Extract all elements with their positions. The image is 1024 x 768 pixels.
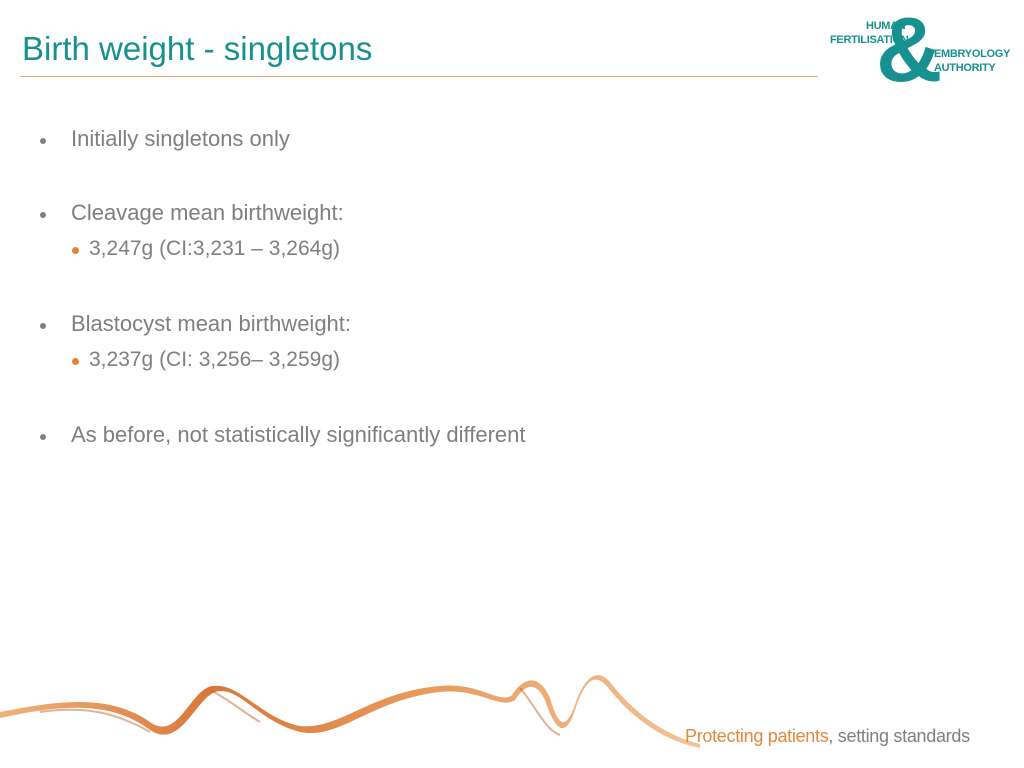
tagline-emphasis: Protecting patients	[685, 726, 829, 746]
bullet-text: Initially singletons only	[71, 126, 290, 151]
logo-ampersand: &	[876, 0, 943, 101]
sub-bullet-text: 3,237g (CI: 3,256– 3,259g)	[89, 348, 341, 371]
ribbon	[0, 675, 700, 748]
bullet-dot	[40, 212, 46, 218]
bullet-dot	[40, 434, 46, 440]
bullet-text: Cleavage mean birthweight:	[71, 200, 344, 225]
slide-title: Birth weight - singletons	[22, 30, 373, 67]
footer-tagline: Protecting patients, setting standards	[685, 726, 970, 747]
bullet-dot	[40, 323, 46, 329]
logo-text: FERTILISATION	[830, 34, 909, 46]
logo-text: EMBRYOLOGY	[934, 48, 1011, 60]
logo-text: AUTHORITY	[934, 62, 996, 74]
sub-bullet-dot	[72, 358, 79, 365]
ribbon-shape	[0, 675, 700, 748]
bullet-dot	[40, 138, 46, 144]
sub-bullet-text: 3,247g (CI:3,231 – 3,264g)	[89, 237, 341, 260]
logo-text: HUMAN	[866, 20, 906, 32]
bullet-text: Blastocyst mean birthweight:	[71, 311, 352, 336]
ribbon-shade	[39, 687, 561, 736]
bullet-text: As before, not statistically significant…	[71, 422, 526, 447]
sub-bullet-dot	[72, 247, 79, 254]
tagline-rest: , setting standards	[828, 726, 970, 746]
title-rule	[20, 76, 818, 77]
